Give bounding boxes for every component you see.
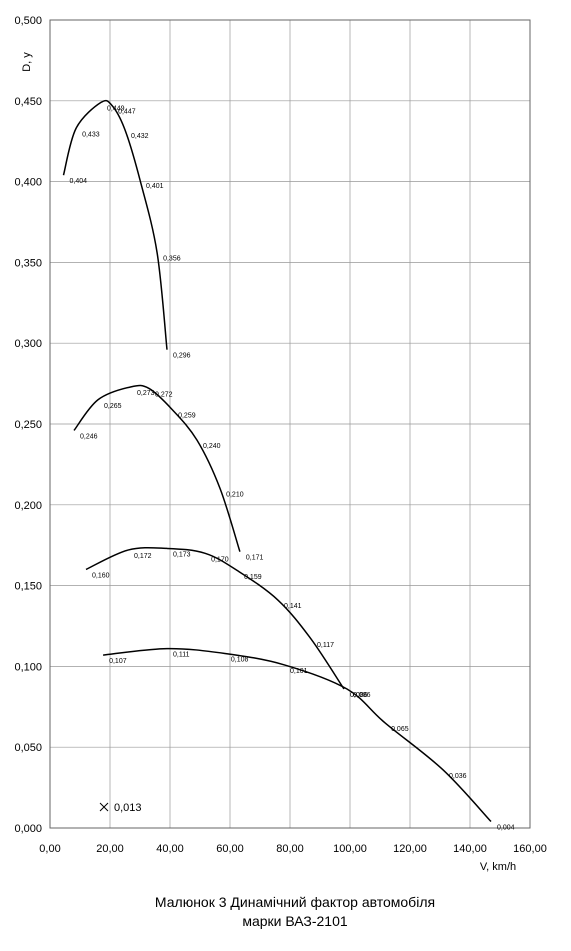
x-tick-label: 140,00	[453, 843, 487, 855]
data-label: 0,086	[350, 692, 368, 699]
y-tick-label: 0,000	[14, 823, 42, 835]
data-label: 0,449	[107, 105, 125, 112]
y-tick-label: 0,150	[14, 581, 42, 593]
y-tick-label: 0,400	[14, 177, 42, 189]
y-tick-label: 0,500	[14, 15, 42, 27]
data-label: 0,433	[82, 131, 100, 138]
data-label: 0,141	[284, 603, 302, 610]
y-axis-label: D, у	[21, 52, 33, 72]
data-label: 0,086	[353, 692, 371, 699]
x-tick-label: 60,00	[216, 843, 244, 855]
data-label: 0,259	[178, 412, 196, 419]
x-tick-label: 100,00	[333, 843, 367, 855]
caption: Малюнок 3 Динамічний фактор автомобіля	[155, 894, 435, 910]
y-tick-label: 0,200	[14, 500, 42, 512]
data-label: 0,404	[70, 178, 88, 185]
data-label: 0,172	[134, 553, 152, 560]
x-tick-label: 20,00	[96, 843, 124, 855]
data-label: 0,171	[246, 555, 264, 562]
data-label: 0,107	[109, 658, 127, 665]
data-label: 0,159	[244, 574, 262, 581]
caption: марки ВАЗ-2101	[242, 913, 348, 929]
data-label: 0,101	[290, 668, 308, 675]
x-tick-label: 120,00	[393, 843, 427, 855]
data-label: 0,170	[211, 556, 229, 563]
x-tick-label: 160,00	[513, 843, 547, 855]
data-label: 0,036	[449, 773, 467, 780]
x-axis-label: V, km/h	[480, 861, 516, 873]
data-label: 0,210	[226, 492, 244, 499]
y-tick-label: 0,350	[14, 257, 42, 269]
curve	[85, 546, 345, 690]
x-marker	[99, 802, 109, 812]
curve	[103, 647, 492, 823]
data-label: 0,432	[131, 133, 149, 140]
x-tick-label: 40,00	[156, 843, 184, 855]
point-label: 0,013	[114, 802, 142, 814]
data-label: 0,240	[203, 443, 221, 450]
data-label: 0,111	[173, 652, 190, 659]
y-tick-label: 0,100	[14, 661, 42, 673]
data-label: 0,401	[146, 183, 164, 190]
x-tick-label: 80,00	[276, 843, 304, 855]
data-label: 0,160	[92, 572, 110, 579]
curve	[62, 99, 168, 350]
data-label: 0,246	[80, 433, 98, 440]
curve	[73, 384, 241, 552]
y-tick-label: 0,450	[14, 96, 42, 108]
data-label: 0,356	[163, 256, 181, 263]
data-label: 0,296	[173, 353, 191, 360]
data-label: 0,065	[391, 726, 409, 733]
plot-frame	[49, 19, 531, 829]
data-label: 0,273	[137, 390, 155, 397]
data-label: 0,004	[497, 825, 515, 832]
data-label: 0,108	[231, 656, 249, 663]
x-tick-label: 0,00	[39, 843, 60, 855]
data-label: 0,447	[118, 109, 136, 116]
data-label: 0,173	[173, 551, 191, 558]
data-label: 0,272	[155, 391, 173, 398]
y-tick-label: 0,300	[14, 338, 42, 350]
data-label: 0,265	[104, 403, 122, 410]
y-tick-label: 0,250	[14, 419, 42, 431]
y-tick-label: 0,050	[14, 742, 42, 754]
data-label: 0,117	[317, 642, 334, 649]
